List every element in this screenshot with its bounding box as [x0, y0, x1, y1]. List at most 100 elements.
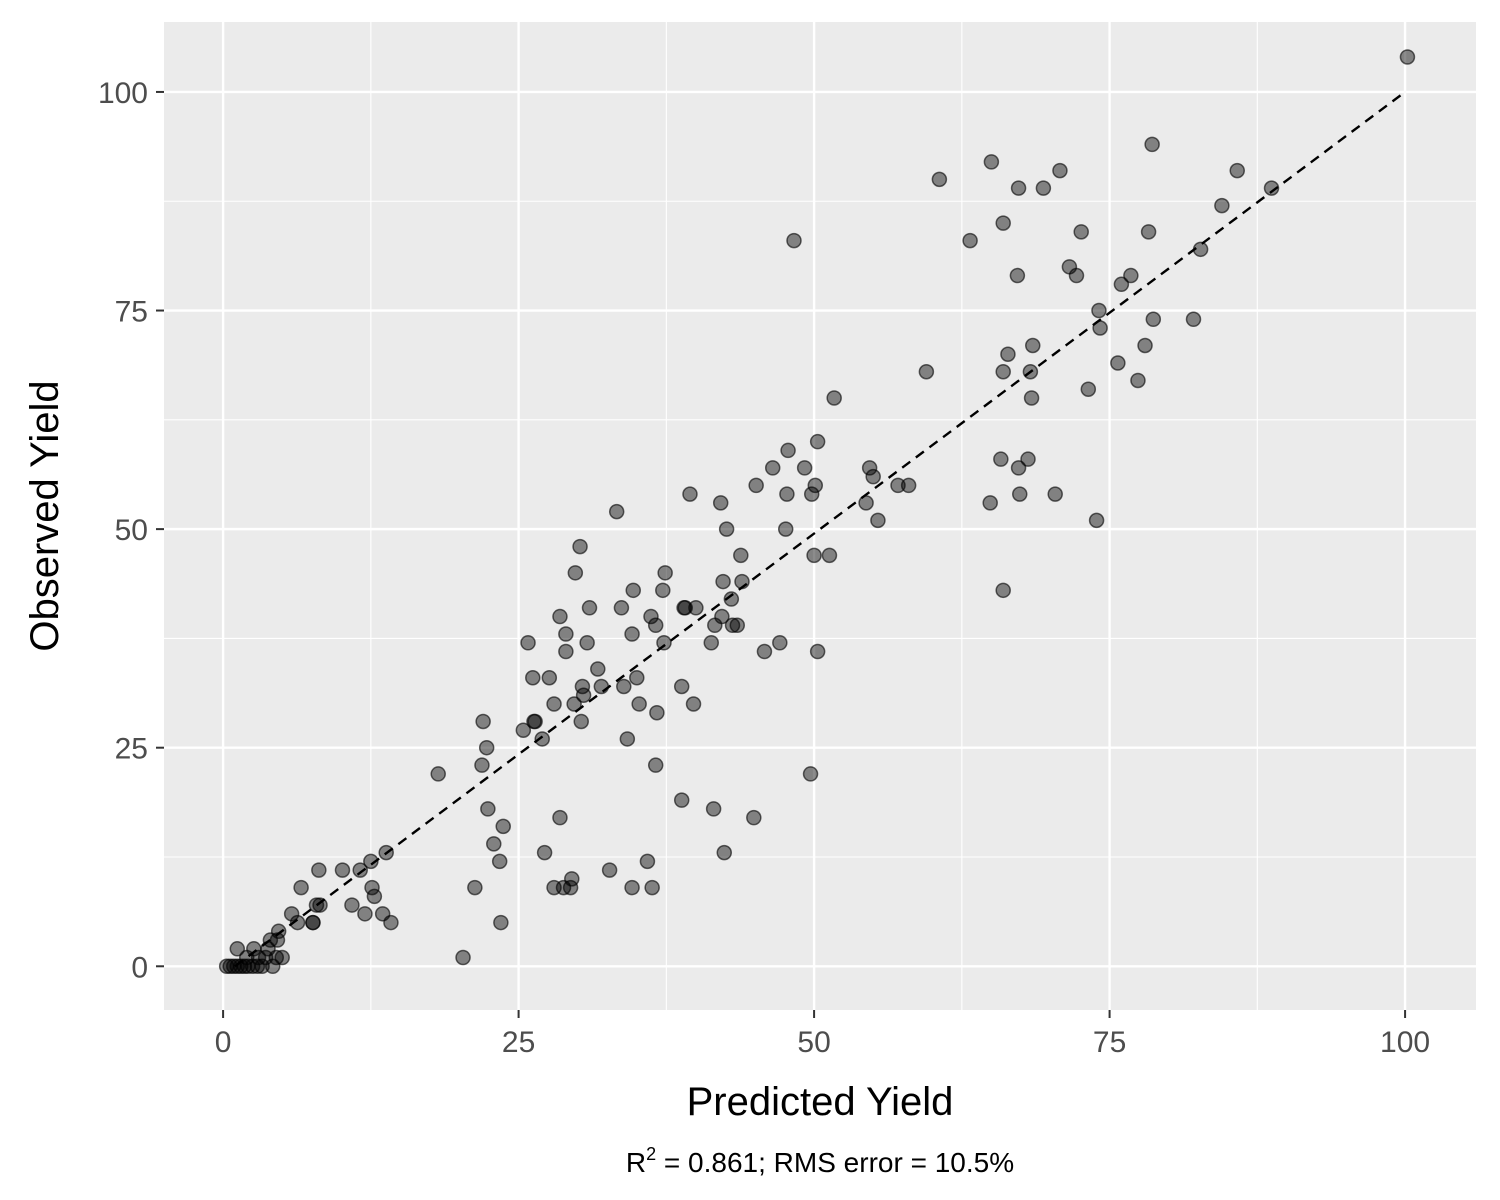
data-point — [703, 635, 720, 651]
data-point — [718, 521, 735, 537]
data-point — [656, 635, 672, 651]
data-point — [649, 704, 665, 721]
x-tick-label: 50 — [797, 1026, 830, 1059]
data-point — [809, 433, 826, 450]
data-point — [780, 442, 796, 459]
reference-line — [234, 90, 1406, 968]
data-point — [520, 635, 536, 651]
data-point — [1399, 49, 1416, 65]
data-point — [536, 844, 553, 861]
y-tick-label: 25 — [115, 733, 148, 766]
data-point — [1140, 224, 1157, 240]
data-point — [1047, 486, 1063, 502]
x-tick-label: 25 — [502, 1026, 535, 1059]
data-point — [748, 477, 764, 494]
data-point — [293, 879, 309, 896]
data-point — [803, 486, 820, 502]
x-axis-ticks: 0 25 50 75 100 — [215, 1010, 1430, 1059]
plot-panel — [164, 22, 1476, 1010]
data-point — [1080, 381, 1097, 397]
data-point — [826, 390, 842, 406]
y-tick-label: 0 — [131, 951, 148, 984]
data-point — [581, 600, 598, 616]
data-point — [305, 914, 321, 931]
data-point — [601, 862, 618, 878]
data-point — [807, 477, 824, 494]
data-point — [525, 670, 541, 686]
fit-statistics-caption: R2 = 0.861; RMS error = 10.5% — [626, 1144, 1014, 1178]
data-point — [772, 635, 788, 651]
data-point — [1000, 346, 1016, 362]
data-point — [572, 538, 588, 555]
data-point — [1010, 460, 1027, 476]
data-point — [558, 626, 574, 642]
data-point — [688, 600, 704, 616]
data-point — [515, 722, 532, 738]
grid-major — [164, 22, 1476, 1010]
data-point — [629, 670, 645, 686]
data-point — [1020, 451, 1036, 467]
data-point — [264, 958, 281, 975]
data-point — [527, 713, 543, 730]
y-axis-ticks: 0 25 50 75 100 — [98, 77, 164, 984]
data-point — [900, 477, 917, 494]
data-point — [566, 696, 582, 712]
data-point — [475, 713, 491, 730]
data-point — [1035, 180, 1052, 196]
data-point — [931, 171, 948, 188]
data-point — [983, 154, 1000, 170]
data-point — [647, 617, 664, 634]
data-point — [777, 521, 794, 537]
data-point — [806, 547, 822, 564]
data-point — [478, 739, 495, 756]
data-point — [1088, 512, 1105, 529]
caption-r-letter: R — [626, 1147, 646, 1178]
data-point — [1052, 162, 1068, 179]
data-point — [639, 853, 656, 870]
data-point — [579, 635, 595, 651]
data-point — [1009, 267, 1026, 284]
data-point — [493, 914, 509, 931]
data-point — [1130, 372, 1146, 389]
data-point — [270, 923, 287, 940]
data-point — [724, 617, 741, 634]
data-point — [685, 696, 702, 712]
data-point — [631, 696, 647, 712]
data-point — [334, 862, 351, 878]
data-point — [236, 958, 253, 975]
data-point — [705, 801, 722, 817]
data-point — [1192, 241, 1209, 258]
data-point — [1144, 136, 1160, 153]
data-point — [455, 949, 471, 966]
data-point — [564, 871, 580, 887]
data-points — [218, 49, 1416, 975]
y-tick-label: 100 — [98, 77, 148, 110]
data-point — [821, 547, 838, 564]
data-point — [644, 879, 660, 896]
data-point — [1145, 311, 1162, 328]
data-point — [918, 363, 935, 380]
data-point — [593, 678, 610, 695]
data-point — [567, 565, 584, 581]
data-point — [682, 486, 698, 502]
data-point — [467, 879, 483, 896]
data-point — [625, 582, 641, 599]
data-point — [352, 862, 368, 878]
data-point — [363, 853, 379, 870]
y-axis-title: Observed Yield — [23, 380, 67, 651]
data-point — [643, 608, 659, 625]
data-point — [995, 582, 1011, 599]
data-point — [746, 809, 762, 826]
data-point — [734, 573, 750, 590]
data-point — [870, 512, 886, 529]
data-point — [480, 801, 496, 817]
data-point — [715, 573, 731, 590]
data-point — [534, 731, 550, 747]
data-point — [764, 460, 781, 476]
data-point — [673, 678, 690, 695]
data-point — [366, 888, 383, 905]
data-point — [624, 626, 640, 642]
data-point — [1263, 180, 1280, 196]
data-point — [312, 897, 328, 913]
